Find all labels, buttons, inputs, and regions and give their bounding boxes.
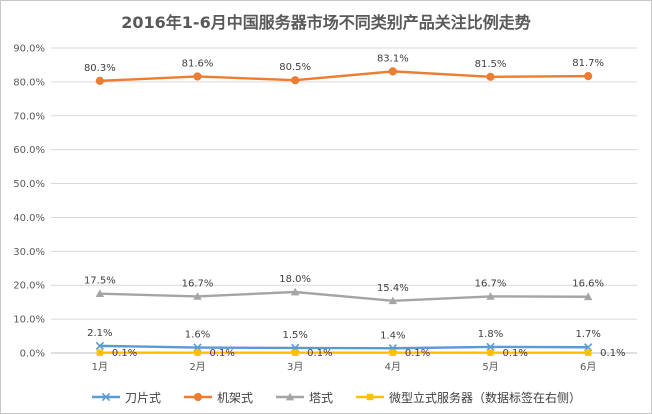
- data-point: [388, 296, 398, 305]
- legend-label: 刀片式: [125, 390, 162, 405]
- legend-item: 塔式: [275, 389, 333, 406]
- data-label: 17.5%: [84, 276, 116, 287]
- data-point: [366, 393, 374, 401]
- data-label: 0.1%: [600, 348, 625, 359]
- data-point: [285, 392, 295, 401]
- legend: 刀片式 机架式 塔式 微型立式服务器（数据标签在右侧）: [91, 387, 631, 407]
- x-tick-label: 5月: [482, 361, 498, 373]
- data-label: 1.7%: [575, 329, 600, 340]
- data-point: [101, 392, 111, 402]
- data-point: [96, 349, 104, 356]
- y-tick-label: 50.0%: [13, 179, 45, 190]
- legend-swatch: [184, 392, 213, 402]
- y-tick-label: 30.0%: [13, 247, 45, 258]
- data-label: 1.4%: [380, 330, 405, 341]
- data-point: [388, 67, 397, 76]
- data-label: 0.1%: [405, 348, 430, 359]
- data-label: 83.1%: [377, 53, 409, 64]
- x-tick-label: 2月: [189, 361, 205, 373]
- data-point: [95, 76, 104, 85]
- data-label: 81.6%: [182, 58, 214, 69]
- y-tick-label: 0.0%: [20, 349, 45, 360]
- data-point: [291, 76, 300, 85]
- data-label: 81.7%: [572, 58, 604, 69]
- y-tick-label: 20.0%: [13, 281, 45, 292]
- legend-swatch: [356, 393, 385, 401]
- data-point: [583, 292, 593, 301]
- series-lines: [95, 67, 593, 356]
- x-tick-label: 6月: [580, 361, 596, 373]
- data-point: [486, 342, 495, 352]
- data-label: 0.1%: [503, 348, 528, 359]
- data-point: [95, 341, 104, 351]
- y-tick-label: 90.0%: [13, 44, 45, 55]
- y-tick-label: 70.0%: [13, 111, 45, 122]
- data-label: 80.5%: [279, 62, 311, 73]
- data-label: 80.3%: [84, 63, 116, 74]
- x-tick-label: 4月: [385, 361, 401, 373]
- data-point: [193, 392, 203, 402]
- data-point: [486, 292, 495, 300]
- data-point: [290, 287, 300, 296]
- legend-label: 塔式: [309, 390, 334, 405]
- legend-swatch: [276, 392, 305, 401]
- data-label: 0.1%: [112, 348, 137, 359]
- data-label: 1.6%: [185, 330, 210, 341]
- data-labels: 2.1% 1.6% 1.5% 1.4% 1.8% 1.7% 80.3% 81.6% 80.5% 8…: [84, 53, 626, 359]
- data-label: 2.1%: [87, 328, 112, 339]
- data-point: [487, 349, 494, 356]
- data-point: [193, 292, 202, 300]
- data-label: 0.1%: [307, 348, 332, 359]
- data-label: 0.1%: [210, 348, 235, 359]
- legend-swatch: [92, 392, 120, 402]
- series-line: [99, 290, 589, 303]
- gridlines: [51, 47, 637, 354]
- data-label: 81.5%: [475, 59, 507, 70]
- data-point: [193, 72, 202, 81]
- legend-label: 微型立式服务器（数据标签在右侧）: [389, 390, 582, 405]
- legend-item: 微型立式服务器（数据标签在右侧）: [355, 389, 581, 406]
- x-tick-label: 1月: [92, 361, 108, 373]
- legend-label: 机架式: [217, 390, 254, 405]
- y-tick-label: 40.0%: [13, 213, 45, 224]
- series-line: [99, 70, 589, 83]
- chart-title: 2016年1-6月中国服务器市场不同类别产品关注比例走势: [121, 13, 531, 32]
- series-line: [99, 344, 589, 350]
- y-tick-label: 80.0%: [13, 77, 45, 88]
- data-point: [291, 349, 299, 356]
- legend-item: 机架式: [183, 389, 253, 406]
- x-axis-ticks: 1月 2月 3月 4月 5月 6月: [92, 361, 597, 373]
- data-label: 16.6%: [572, 279, 604, 290]
- data-point: [584, 349, 592, 356]
- data-label: 1.8%: [478, 329, 503, 340]
- x-tick-label: 3月: [287, 361, 303, 373]
- data-label: 1.5%: [282, 330, 307, 341]
- y-axis-ticks: 0.0% 10.0% 20.0% 30.0% 40.0% 50.0% 60.0% 70.0% 8…: [13, 44, 45, 360]
- y-tick-label: 60.0%: [13, 145, 45, 156]
- data-label: 16.7%: [475, 278, 507, 289]
- data-point: [389, 349, 397, 356]
- legend-item: 刀片式: [91, 389, 161, 406]
- data-point: [194, 349, 201, 356]
- data-label: 18.0%: [279, 274, 311, 285]
- data-point: [486, 72, 495, 81]
- data-point: [584, 72, 593, 81]
- data-point: [95, 289, 105, 298]
- data-label: 15.4%: [377, 283, 409, 294]
- data-label: 16.7%: [182, 278, 214, 289]
- y-tick-label: 10.0%: [13, 315, 45, 326]
